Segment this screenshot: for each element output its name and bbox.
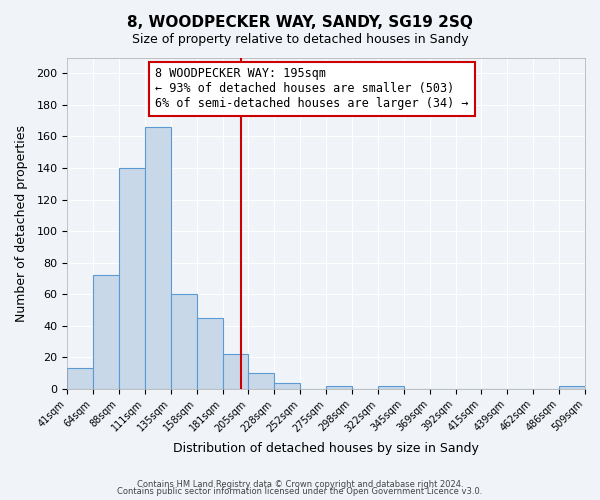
Text: 8, WOODPECKER WAY, SANDY, SG19 2SQ: 8, WOODPECKER WAY, SANDY, SG19 2SQ [127, 15, 473, 30]
Bar [326, 386, 352, 389]
Bar [248, 373, 274, 389]
Bar [197, 318, 223, 389]
Bar [119, 168, 145, 389]
Bar [378, 386, 404, 389]
Text: Size of property relative to detached houses in Sandy: Size of property relative to detached ho… [131, 32, 469, 46]
Y-axis label: Number of detached properties: Number of detached properties [15, 124, 28, 322]
Bar [274, 382, 300, 389]
Text: Contains public sector information licensed under the Open Government Licence v3: Contains public sector information licen… [118, 487, 482, 496]
Bar [171, 294, 197, 389]
Text: 8 WOODPECKER WAY: 195sqm
← 93% of detached houses are smaller (503)
6% of semi-d: 8 WOODPECKER WAY: 195sqm ← 93% of detach… [155, 68, 469, 110]
X-axis label: Distribution of detached houses by size in Sandy: Distribution of detached houses by size … [173, 442, 479, 455]
Bar [93, 276, 119, 389]
Bar [67, 368, 93, 389]
Text: Contains HM Land Registry data © Crown copyright and database right 2024.: Contains HM Land Registry data © Crown c… [137, 480, 463, 489]
Bar [223, 354, 248, 389]
Bar [559, 386, 585, 389]
Bar [145, 127, 171, 389]
